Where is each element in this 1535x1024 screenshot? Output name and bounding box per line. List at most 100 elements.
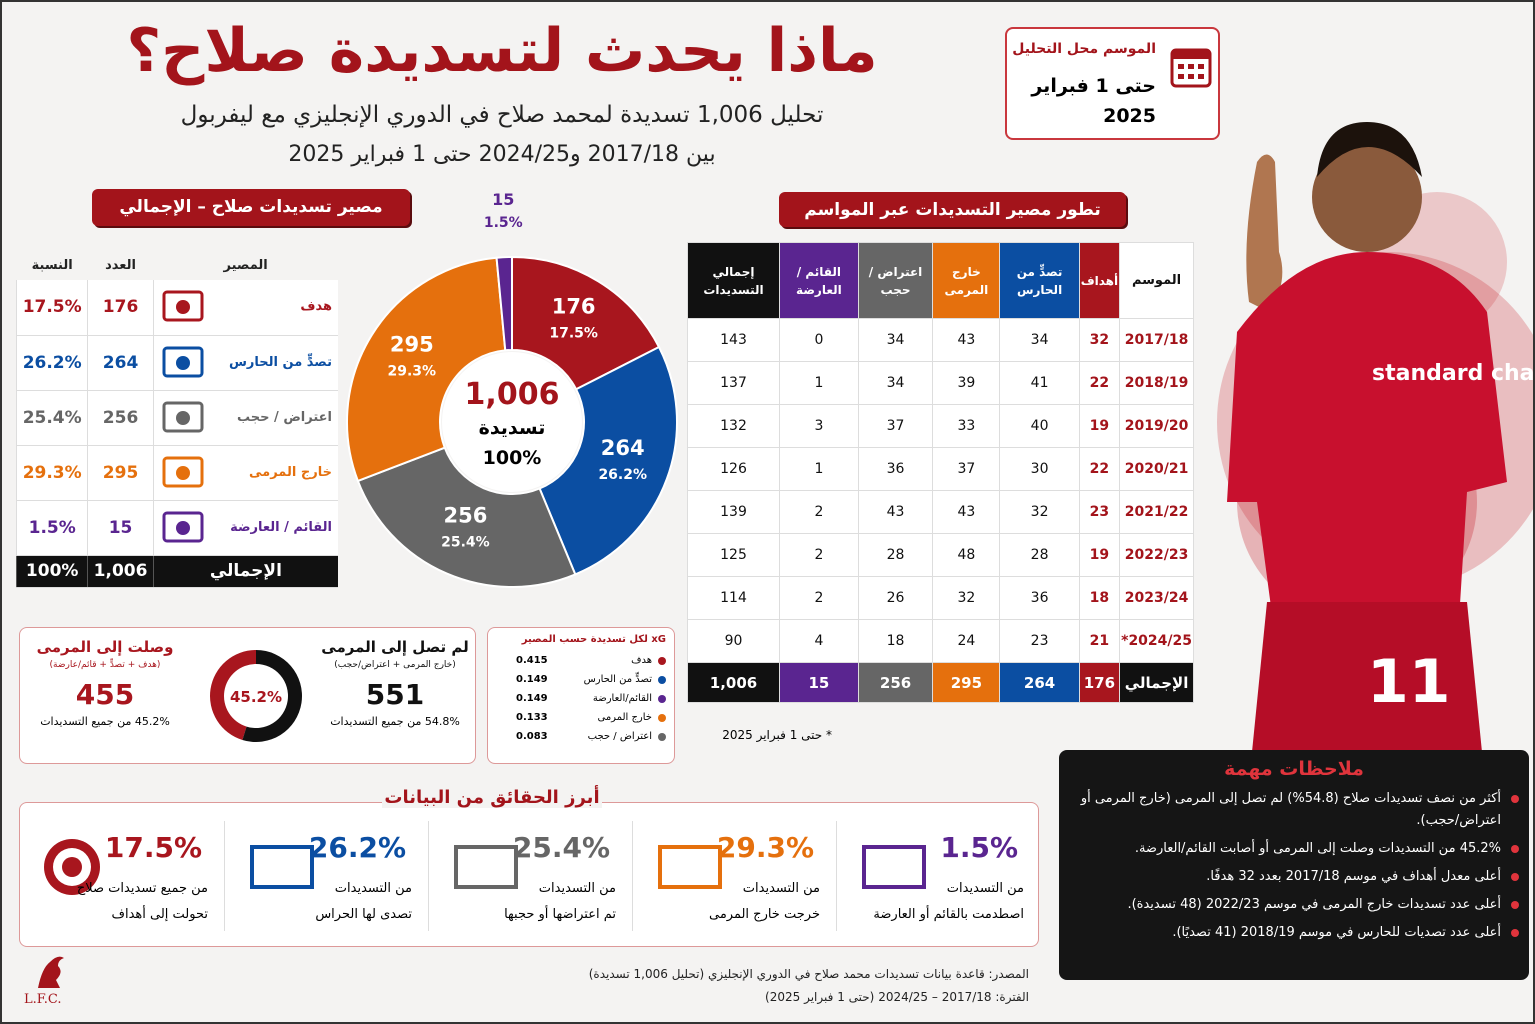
fate-share: 1.5% bbox=[15, 500, 88, 556]
season-cell: 1 bbox=[779, 447, 859, 491]
column-header: القائم / العارضة bbox=[779, 242, 859, 319]
reach-title: وصلت إلى المرمى bbox=[36, 638, 174, 656]
season-row: 2018/19 22 41 39 34 1 137 bbox=[687, 361, 1194, 405]
xg-value: 0.149 bbox=[516, 674, 548, 685]
slice-count: 256 bbox=[443, 503, 487, 527]
fate-icon bbox=[162, 346, 204, 377]
fact-value: 17.5% bbox=[104, 831, 202, 864]
subtitle: تحليل 1,006 تسديدة لمحمد صلاح في الدوري … bbox=[180, 102, 824, 128]
icon-ball bbox=[175, 410, 190, 425]
icon-goal bbox=[658, 845, 722, 889]
notes-title: ملاحظات مهمة bbox=[1224, 758, 1364, 780]
fact-card: 25.4% من التسديدات تم اعتراضها أو حجبها bbox=[428, 821, 632, 931]
xg-label: خارج المرمى bbox=[597, 712, 652, 723]
note-bullet bbox=[1511, 795, 1519, 803]
season-cell: 90 bbox=[687, 619, 780, 663]
season-cell: 37 bbox=[932, 447, 1001, 491]
slice-share: 1.5% bbox=[484, 215, 523, 231]
fact-line: من التسديدات bbox=[946, 881, 1024, 896]
xg-dot bbox=[658, 675, 666, 684]
total-cell: الإجمالي bbox=[152, 555, 338, 588]
season-label: الموسم محل التحليل bbox=[1012, 41, 1156, 57]
season-cell: 22 bbox=[1078, 447, 1121, 491]
donut-center: 45.2% bbox=[230, 688, 282, 706]
note-bullet bbox=[1511, 845, 1519, 853]
section-heading: تطور مصير التسديدات عبر المواسم bbox=[779, 192, 1126, 227]
shirt-sponsor: standard chartered bbox=[1372, 361, 1535, 386]
season-cell: 22 bbox=[1078, 361, 1121, 405]
season-cell: 4 bbox=[779, 619, 859, 663]
xg-row: القائم/العارضة 0.149 bbox=[496, 689, 666, 708]
fate-name: القائم / العارضة bbox=[230, 519, 332, 535]
fact-line: خرجت خارج المرمى bbox=[708, 907, 820, 922]
note-bullet bbox=[1511, 873, 1519, 881]
season-cell: 2 bbox=[779, 533, 859, 577]
season-cell: 3 bbox=[779, 404, 859, 448]
reach-note: (هدف + تصدٍّ + قائم/عارضة) bbox=[49, 660, 161, 670]
xg-value: 0.415 bbox=[516, 655, 548, 666]
icon-frame bbox=[162, 511, 204, 542]
xg-title: xG لكل تسديدة حسب المصير bbox=[521, 634, 666, 645]
xg-label: تصدٍّ من الحارس bbox=[583, 674, 652, 685]
section-heading: مصير تسديدات صلاح – الإجمالي bbox=[92, 189, 410, 226]
icon-ball bbox=[175, 465, 190, 480]
column-header: تصدٍّ من الحارس bbox=[999, 242, 1080, 319]
fact-line: من التسديدات bbox=[334, 881, 412, 896]
season-cell: 36 bbox=[857, 447, 934, 491]
center-total: 1,006 bbox=[465, 377, 560, 412]
xg-dot bbox=[658, 732, 666, 741]
season-row: 2020/21 22 30 37 36 1 126 bbox=[687, 447, 1194, 491]
season-cell: 28 bbox=[999, 533, 1080, 577]
season-cell: 143 bbox=[687, 318, 780, 362]
donut-chart: 45.2% bbox=[210, 650, 302, 742]
facts-box: 17.5% من جميع تسديدات صلاح تحولت إلى أهداف… bbox=[19, 802, 1039, 947]
slice-count: 176 bbox=[552, 294, 596, 318]
fact-line: من جميع تسديدات صلاح bbox=[76, 881, 208, 896]
table-row: القائم / العارضة 15 1.5% bbox=[15, 500, 338, 556]
xg-row: اعتراض / حجب 0.083 bbox=[496, 727, 666, 746]
note-item: أكثر من نصف تسديدات صلاح (54.8%) لم تصل … bbox=[1069, 788, 1519, 832]
fate-name: تصدٍّ من الحارس bbox=[228, 354, 332, 370]
note-bullet bbox=[1511, 901, 1519, 909]
slice-share: 17.5% bbox=[549, 325, 598, 341]
fact-icon bbox=[250, 845, 314, 889]
fact-line: تحولت إلى أهداف bbox=[111, 907, 208, 922]
calendar-icon bbox=[1170, 48, 1212, 88]
fate-cell: هدف bbox=[152, 280, 338, 336]
season-cell: 18 bbox=[857, 619, 934, 663]
logo: L.F.C. bbox=[24, 992, 62, 1007]
xg-value: 0.083 bbox=[516, 731, 548, 742]
xg-dot bbox=[658, 694, 666, 703]
season-cell: 21 bbox=[1078, 619, 1121, 663]
season-cell: 32 bbox=[1078, 318, 1121, 362]
period: بين 2017/18 و2024/25 حتى 1 فبراير 2025 bbox=[288, 142, 716, 167]
slice-share: 26.2% bbox=[598, 467, 647, 483]
reach-share: 45.2% من جميع التسديدات bbox=[40, 715, 170, 728]
slice-count: 15 bbox=[492, 192, 514, 209]
fate-count: 256 bbox=[87, 390, 154, 446]
column-header: أهداف bbox=[1078, 242, 1121, 319]
table-header: المصير bbox=[223, 257, 268, 273]
donut-slice bbox=[242, 650, 302, 742]
column-header: إجمالي التسديدات bbox=[687, 242, 780, 319]
footnote: * حتى 1 فبراير 2025 bbox=[722, 728, 832, 742]
fate-icon bbox=[162, 401, 204, 432]
season-cell: 126 bbox=[687, 447, 780, 491]
fate-cell: تصدٍّ من الحارس bbox=[152, 335, 338, 391]
season-row: 2023/24 18 36 32 26 2 114 bbox=[687, 576, 1194, 620]
table-row: خارج المرمى 295 29.3% bbox=[15, 445, 338, 501]
note-text: أعلى معدل أهداف في موسم 2017/18 بعدد 32 … bbox=[1206, 869, 1501, 884]
icon-frame bbox=[162, 290, 204, 322]
pie-center bbox=[442, 352, 582, 492]
xg-row: خارج المرمى 0.133 bbox=[496, 708, 666, 727]
pie-slice bbox=[495, 255, 513, 352]
season-row: 2021/22 23 32 43 43 2 139 bbox=[687, 490, 1194, 534]
slice-share: 25.4% bbox=[441, 534, 490, 550]
fact-icon bbox=[454, 845, 518, 889]
season-cell: 0 bbox=[779, 318, 859, 362]
season-total: الإجمالي bbox=[1119, 662, 1194, 703]
season-cell: 43 bbox=[857, 490, 934, 534]
icon-frame bbox=[162, 456, 204, 487]
shirt-number: 11 bbox=[1367, 647, 1451, 717]
